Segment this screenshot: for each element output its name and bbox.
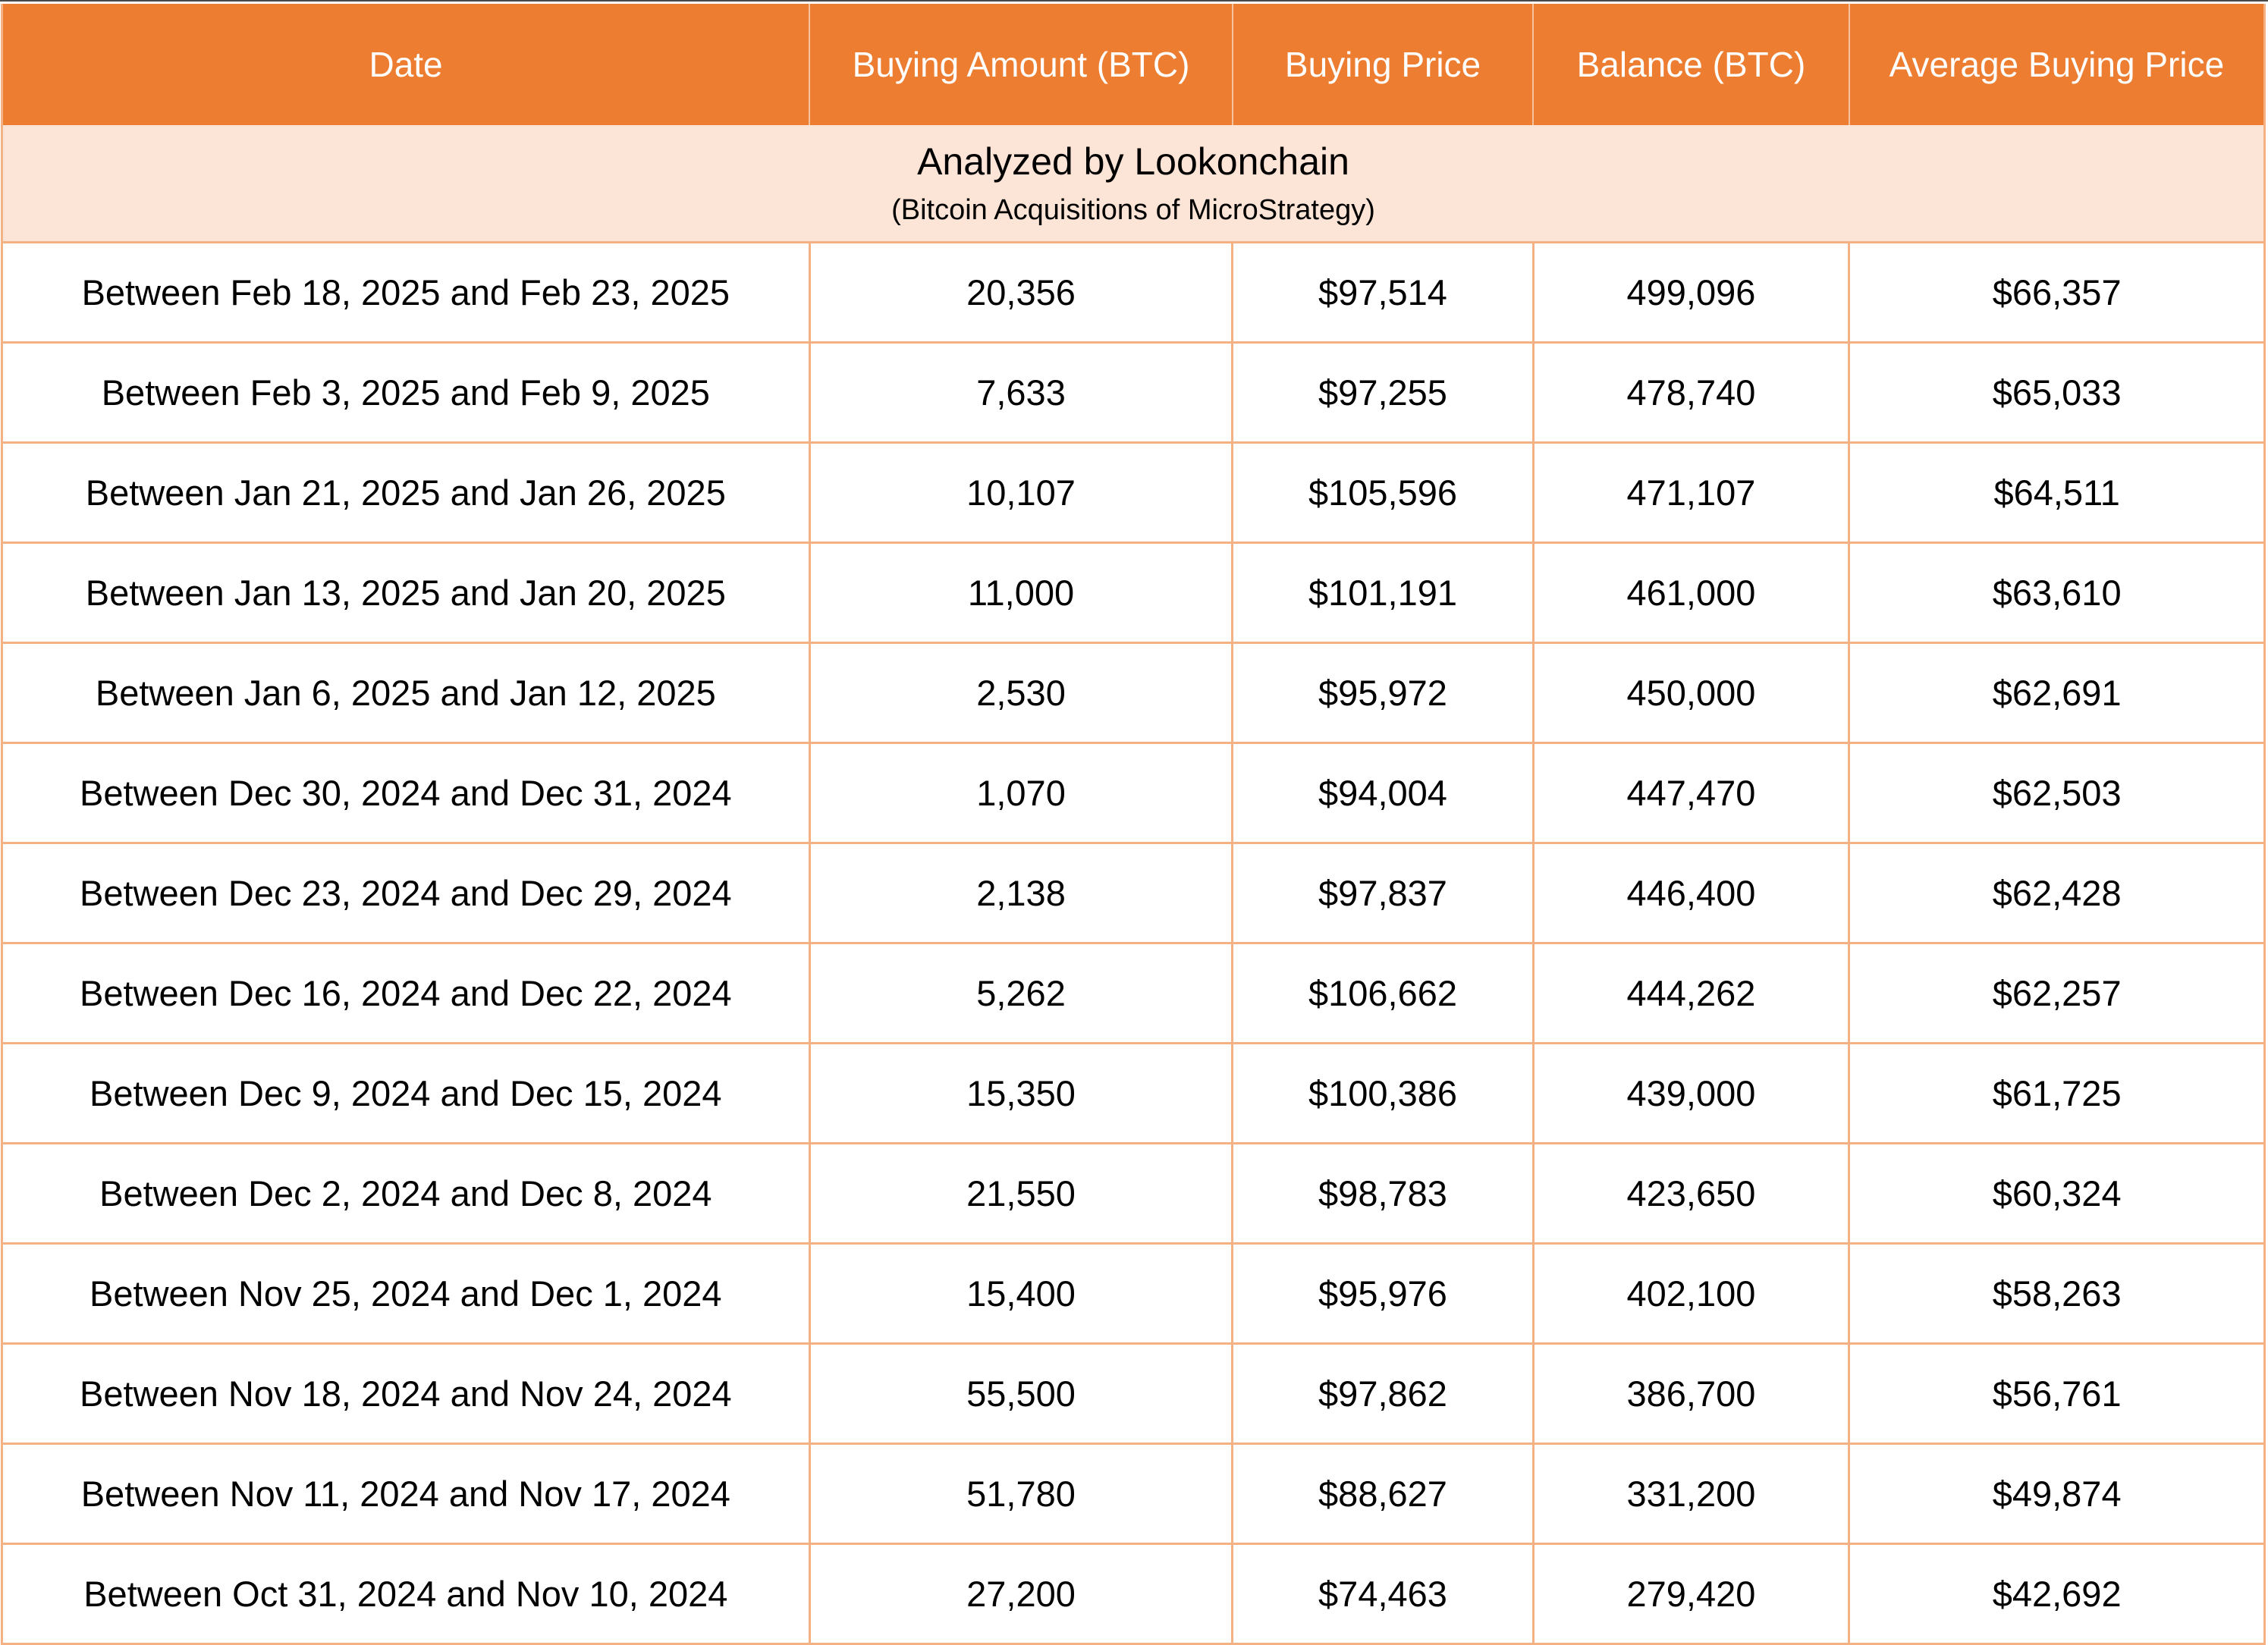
- balance-cell: 402,100: [1531, 1242, 1851, 1345]
- buying-price-cell: $105,596: [1231, 441, 1535, 544]
- date-cell: Between Feb 3, 2025 and Feb 9, 2025: [1, 341, 811, 444]
- buying-price-cell: $97,255: [1231, 341, 1535, 444]
- table-row: Between Nov 11, 2024 and Nov 17, 2024 51…: [1, 1443, 2266, 1545]
- avg-buying-price-cell: $62,428: [1848, 842, 2266, 944]
- date-cell: Between Jan 21, 2025 and Jan 26, 2025: [1, 441, 811, 544]
- avg-buying-price-cell: $63,610: [1848, 542, 2266, 644]
- balance-cell: 386,700: [1531, 1342, 1851, 1445]
- buying-price-cell: $95,972: [1231, 642, 1535, 744]
- date-cell: Between Feb 18, 2025 and Feb 23, 2025: [1, 241, 811, 344]
- balance-cell: 447,470: [1531, 742, 1851, 844]
- balance-cell: 461,000: [1531, 542, 1851, 644]
- col-header-average-buying-price: Average Buying Price: [1849, 4, 2265, 125]
- buying-amount-cell: 15,350: [808, 1042, 1234, 1144]
- table-row: Between Dec 23, 2024 and Dec 29, 2024 2,…: [1, 842, 2266, 944]
- buying-price-cell: $88,627: [1231, 1443, 1535, 1545]
- balance-cell: 478,740: [1531, 341, 1851, 444]
- buying-amount-cell: 5,262: [808, 942, 1234, 1044]
- buying-price-cell: $95,976: [1231, 1242, 1535, 1345]
- table-row: Between Oct 31, 2024 and Nov 10, 2024 27…: [1, 1543, 2266, 1645]
- balance-cell: 450,000: [1531, 642, 1851, 744]
- table-subtitle: (Bitcoin Acquisitions of MicroStrategy): [891, 193, 1375, 226]
- balance-cell: 444,262: [1531, 942, 1851, 1044]
- date-cell: Between Jan 13, 2025 and Jan 20, 2025: [1, 542, 811, 644]
- table-row: Between Jan 13, 2025 and Jan 20, 2025 11…: [1, 542, 2266, 644]
- balance-cell: 439,000: [1531, 1042, 1851, 1144]
- date-cell: Between Dec 30, 2024 and Dec 31, 2024: [1, 742, 811, 844]
- col-header-date: Date: [2, 4, 811, 125]
- balance-cell: 471,107: [1531, 441, 1851, 544]
- subheader-cell: Analyzed by Lookonchain (Bitcoin Acquisi…: [2, 125, 2265, 243]
- buying-price-cell: $101,191: [1231, 542, 1535, 644]
- table-row: Between Nov 25, 2024 and Dec 1, 2024 15,…: [1, 1242, 2266, 1345]
- screenshot-top-edge-line: [0, 0, 2268, 2]
- avg-buying-price-cell: $62,257: [1848, 942, 2266, 1044]
- date-cell: Between Jan 6, 2025 and Jan 12, 2025: [1, 642, 811, 744]
- date-cell: Between Nov 18, 2024 and Nov 24, 2024: [1, 1342, 811, 1445]
- buying-price-cell: $94,004: [1231, 742, 1535, 844]
- buying-price-cell: $98,783: [1231, 1142, 1535, 1245]
- table-row: Between Jan 6, 2025 and Jan 12, 2025 2,5…: [1, 642, 2266, 744]
- table-row: Between Feb 3, 2025 and Feb 9, 2025 7,63…: [1, 341, 2266, 444]
- balance-cell: 279,420: [1531, 1543, 1851, 1645]
- date-cell: Between Dec 9, 2024 and Dec 15, 2024: [1, 1042, 811, 1144]
- date-cell: Between Nov 25, 2024 and Dec 1, 2024: [1, 1242, 811, 1345]
- buying-amount-cell: 1,070: [808, 742, 1234, 844]
- avg-buying-price-cell: $61,725: [1848, 1042, 2266, 1144]
- col-header-buying-amount: Buying Amount (BTC): [809, 4, 1233, 125]
- buying-amount-cell: 55,500: [808, 1342, 1234, 1445]
- table-row: Between Dec 30, 2024 and Dec 31, 2024 1,…: [1, 742, 2266, 844]
- buying-amount-cell: 2,138: [808, 842, 1234, 944]
- buying-price-cell: $97,514: [1231, 241, 1535, 344]
- btc-acquisitions-table: Date Buying Amount (BTC) Buying Price Ba…: [1, 4, 2266, 1645]
- col-header-buying-price: Buying Price: [1232, 4, 1535, 125]
- table-title: Analyzed by Lookonchain: [917, 140, 1349, 183]
- date-cell: Between Oct 31, 2024 and Nov 10, 2024: [1, 1543, 811, 1645]
- buying-price-cell: $74,463: [1231, 1543, 1535, 1645]
- avg-buying-price-cell: $64,511: [1848, 441, 2266, 544]
- buying-amount-cell: 15,400: [808, 1242, 1234, 1345]
- balance-cell: 423,650: [1531, 1142, 1851, 1245]
- balance-cell: 446,400: [1531, 842, 1851, 944]
- avg-buying-price-cell: $58,263: [1848, 1242, 2266, 1345]
- buying-amount-cell: 20,356: [808, 241, 1234, 344]
- avg-buying-price-cell: $42,692: [1848, 1543, 2266, 1645]
- header-row: Date Buying Amount (BTC) Buying Price Ba…: [2, 4, 2265, 125]
- buying-price-cell: $100,386: [1231, 1042, 1535, 1144]
- buying-price-cell: $97,862: [1231, 1342, 1535, 1445]
- avg-buying-price-cell: $66,357: [1848, 241, 2266, 344]
- avg-buying-price-cell: $56,761: [1848, 1342, 2266, 1445]
- table-row: Between Dec 9, 2024 and Dec 15, 2024 15,…: [1, 1042, 2266, 1144]
- date-cell: Between Dec 23, 2024 and Dec 29, 2024: [1, 842, 811, 944]
- buying-price-cell: $97,837: [1231, 842, 1535, 944]
- table-row: Between Dec 16, 2024 and Dec 22, 2024 5,…: [1, 942, 2266, 1044]
- buying-amount-cell: 2,530: [808, 642, 1234, 744]
- table-row: Between Jan 21, 2025 and Jan 26, 2025 10…: [1, 441, 2266, 544]
- table-row: Between Nov 18, 2024 and Nov 24, 2024 55…: [1, 1342, 2266, 1445]
- date-cell: Between Dec 2, 2024 and Dec 8, 2024: [1, 1142, 811, 1245]
- table-row: Between Dec 2, 2024 and Dec 8, 2024 21,5…: [1, 1142, 2266, 1245]
- buying-amount-cell: 27,200: [808, 1543, 1234, 1645]
- avg-buying-price-cell: $65,033: [1848, 341, 2266, 444]
- table-row: Between Feb 18, 2025 and Feb 23, 2025 20…: [1, 241, 2266, 344]
- avg-buying-price-cell: $62,503: [1848, 742, 2266, 844]
- buying-amount-cell: 21,550: [808, 1142, 1234, 1245]
- avg-buying-price-cell: $49,874: [1848, 1443, 2266, 1545]
- subheader-row: Analyzed by Lookonchain (Bitcoin Acquisi…: [2, 125, 2265, 243]
- balance-cell: 331,200: [1531, 1443, 1851, 1545]
- buying-amount-cell: 10,107: [808, 441, 1234, 544]
- avg-buying-price-cell: $60,324: [1848, 1142, 2266, 1245]
- buying-amount-cell: 11,000: [808, 542, 1234, 644]
- balance-cell: 499,096: [1531, 241, 1851, 344]
- buying-price-cell: $106,662: [1231, 942, 1535, 1044]
- buying-amount-cell: 7,633: [808, 341, 1234, 444]
- avg-buying-price-cell: $62,691: [1848, 642, 2266, 744]
- col-header-balance: Balance (BTC): [1533, 4, 1850, 125]
- buying-amount-cell: 51,780: [808, 1443, 1234, 1545]
- date-cell: Between Dec 16, 2024 and Dec 22, 2024: [1, 942, 811, 1044]
- date-cell: Between Nov 11, 2024 and Nov 17, 2024: [1, 1443, 811, 1545]
